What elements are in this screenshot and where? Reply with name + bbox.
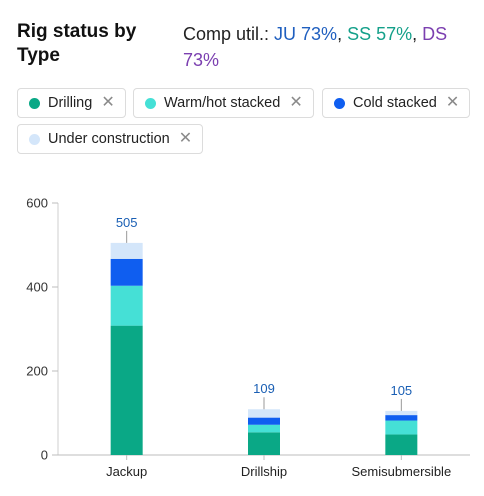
total-label: 109 bbox=[253, 381, 275, 396]
total-label: 505 bbox=[116, 215, 138, 230]
utilization-summary: Comp util.: JU 73%, SS 57%, DS 73% bbox=[183, 21, 473, 73]
legend-label: Drilling bbox=[48, 95, 93, 111]
close-icon[interactable]: ✕ bbox=[178, 130, 193, 147]
x-tick-label: Jackup bbox=[106, 464, 147, 479]
bar-segment-under-construction bbox=[110, 242, 143, 259]
bar-segment-drilling bbox=[385, 434, 418, 455]
close-icon[interactable]: ✕ bbox=[101, 94, 115, 111]
total-label: 105 bbox=[390, 383, 412, 398]
bar-segment-warm-hot-stacked bbox=[248, 424, 280, 433]
y-tick-label: 0 bbox=[41, 448, 48, 463]
legend-chip-drilling[interactable]: Drilling ✕ bbox=[17, 88, 126, 118]
close-icon[interactable]: ✕ bbox=[289, 94, 303, 111]
bar-segment-cold-stacked bbox=[110, 258, 143, 286]
util-drillship: DS 73% bbox=[183, 24, 448, 70]
legend-chip-warm-hot-stacked[interactable]: Warm/hot stacked ✕ bbox=[133, 88, 314, 118]
legend-chip-cold-stacked[interactable]: Cold stacked ✕ bbox=[322, 88, 471, 118]
cold-stacked-dot-icon bbox=[334, 97, 345, 109]
x-tick-label: Drillship bbox=[241, 464, 287, 479]
x-tick-label: Semisubmersible bbox=[351, 464, 451, 479]
drilling-dot-icon bbox=[29, 97, 40, 109]
legend-label: Warm/hot stacked bbox=[164, 95, 281, 111]
bar-segment-drilling bbox=[248, 432, 280, 455]
y-tick-label: 400 bbox=[26, 280, 48, 295]
bar-segment-warm-hot-stacked bbox=[110, 285, 143, 326]
util-separator: , bbox=[337, 24, 348, 44]
bar-segment-cold-stacked bbox=[385, 415, 418, 421]
bar-segment-under-construction bbox=[248, 409, 280, 418]
legend-chip-under-construction[interactable]: Under construction ✕ bbox=[17, 124, 204, 154]
bar-segment-cold-stacked bbox=[248, 417, 280, 425]
under-construction-dot-icon bbox=[29, 133, 40, 145]
util-separator: , bbox=[412, 24, 423, 44]
util-jackup: JU 73% bbox=[274, 24, 338, 44]
warm-hot-stacked-dot-icon bbox=[145, 97, 156, 109]
close-icon[interactable]: ✕ bbox=[445, 94, 460, 111]
chart-title: Rig status by Type bbox=[17, 21, 137, 66]
bar-segment-under-construction bbox=[385, 410, 418, 416]
y-tick-label: 600 bbox=[26, 196, 48, 211]
y-tick-label: 200 bbox=[26, 364, 48, 379]
legend-label: Cold stacked bbox=[353, 95, 437, 111]
bar-segment-drilling bbox=[110, 325, 143, 455]
bar-segment-warm-hot-stacked bbox=[385, 420, 418, 435]
util-semisub: SS 57% bbox=[347, 24, 413, 44]
legend-label: Under construction bbox=[48, 131, 170, 147]
util-prefix: Comp util.: bbox=[183, 24, 275, 44]
